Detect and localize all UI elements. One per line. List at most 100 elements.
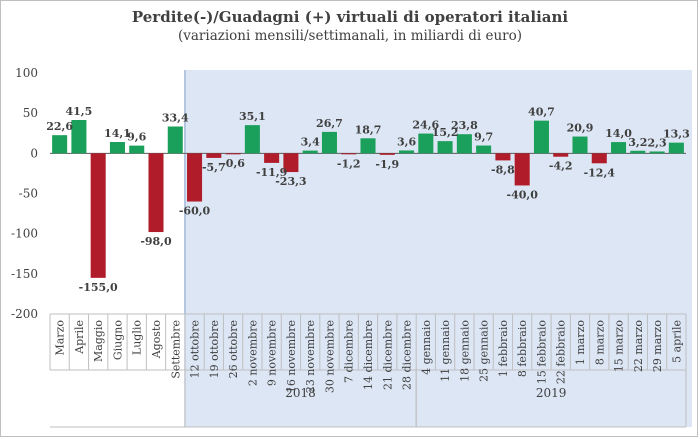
data-label: -0,6	[221, 157, 245, 170]
data-label: -5,7	[202, 161, 226, 174]
bar	[341, 153, 357, 155]
data-label: 3,4	[301, 136, 320, 149]
data-label: -23,3	[275, 175, 306, 188]
category-label: 14 dicembre	[362, 320, 375, 390]
y-tick-label: 0	[30, 146, 38, 160]
category-label: 1 febbraio	[497, 320, 510, 377]
bar	[456, 134, 472, 154]
category-label: Settembre	[169, 320, 182, 379]
data-label: 18,7	[355, 123, 382, 136]
data-label: 9,6	[127, 131, 146, 144]
data-label: -60,0	[179, 205, 211, 218]
category-label: 30 novembre	[323, 320, 336, 393]
bar	[264, 153, 280, 163]
category-label: 25 gennaio	[478, 320, 491, 382]
bar	[187, 153, 203, 202]
category-label: 29 marzo	[651, 320, 664, 373]
category-label: 22 febbraio	[555, 320, 568, 384]
bar	[109, 142, 125, 154]
data-label: 33,4	[162, 112, 189, 125]
category-label: 7 dicembre	[343, 320, 356, 383]
data-label: 3,2	[628, 136, 647, 149]
category-label: 12 ottobre	[189, 320, 202, 378]
category-label: Agosto	[150, 320, 163, 360]
data-label: 14,0	[605, 127, 632, 140]
y-tick-label: 50	[23, 106, 38, 120]
category-label: 19 ottobre	[208, 320, 221, 378]
weekly-shaded-region	[184, 70, 692, 427]
bar	[167, 126, 183, 154]
bar	[476, 145, 492, 154]
bar	[302, 150, 318, 154]
data-label: 20,9	[567, 122, 594, 135]
category-label: Giugno	[111, 320, 124, 361]
y-tick-label: -50	[19, 187, 38, 201]
bar	[572, 136, 588, 154]
bar	[668, 142, 684, 154]
bar	[495, 153, 511, 161]
bar	[399, 150, 415, 154]
category-label: 23 novembre	[304, 320, 317, 393]
category-label: 4 gennaio	[420, 320, 433, 375]
data-label: 9,7	[474, 131, 493, 144]
data-label: -1,9	[375, 158, 399, 171]
data-label: 2,3	[648, 136, 667, 149]
category-label: 18 gennaio	[458, 320, 471, 382]
category-label: Maggio	[92, 320, 105, 362]
data-label: 15,2	[432, 126, 459, 139]
category-label: 8 marzo	[593, 320, 606, 366]
category-label: 11 gennaio	[439, 320, 452, 382]
category-label: 5 aprile	[670, 320, 683, 363]
data-label: 13,3	[663, 128, 690, 141]
bar	[225, 153, 241, 155]
bar	[379, 153, 395, 155]
bar	[71, 119, 87, 154]
data-label: 14,1	[104, 127, 131, 140]
bar	[611, 142, 627, 154]
data-label: 40,7	[528, 106, 555, 119]
data-label: -98,0	[140, 235, 172, 248]
chart-title: Perdite(-)/Guadagni (+) virtuali di oper…	[131, 8, 569, 26]
bar	[52, 135, 68, 154]
category-label: 2 novembre	[246, 320, 259, 386]
data-label: -8,8	[491, 163, 515, 176]
data-label: 22,6	[46, 120, 73, 133]
category-label: 15 marzo	[613, 320, 626, 373]
bar	[591, 153, 607, 164]
bar	[244, 125, 260, 154]
bar	[533, 120, 549, 154]
bar	[129, 145, 145, 154]
data-label: -12,4	[584, 166, 616, 179]
category-label: 8 febbraio	[516, 320, 529, 377]
data-label: 3,6	[397, 135, 416, 148]
category-label: 15 febbraio	[535, 320, 548, 384]
category-label: 16 novembre	[285, 320, 298, 393]
data-label: 35,1	[239, 110, 266, 123]
category-label: Marzo	[54, 320, 67, 356]
data-label: 41,5	[66, 105, 93, 118]
bar	[321, 131, 337, 154]
bar	[553, 153, 569, 157]
category-label: 28 dicembre	[401, 320, 414, 390]
y-tick-label: 100	[15, 66, 38, 80]
bar	[206, 153, 222, 158]
bar	[418, 133, 434, 154]
bar	[90, 153, 106, 278]
category-label: Luglio	[131, 320, 144, 355]
data-label: -1,2	[337, 157, 361, 170]
bar	[437, 141, 453, 154]
bar	[283, 153, 299, 173]
category-label: Aprile	[73, 320, 86, 355]
data-label: 24,6	[412, 119, 439, 132]
category-label: 1 marzo	[574, 320, 587, 366]
bar	[148, 153, 164, 233]
y-tick-label: -200	[11, 307, 38, 321]
data-label: -11,9	[256, 166, 287, 179]
bar	[514, 153, 530, 186]
y-tick-label: -150	[11, 267, 38, 281]
bar	[649, 151, 665, 154]
bar	[630, 150, 646, 154]
year-group-label: 2018	[285, 386, 316, 400]
